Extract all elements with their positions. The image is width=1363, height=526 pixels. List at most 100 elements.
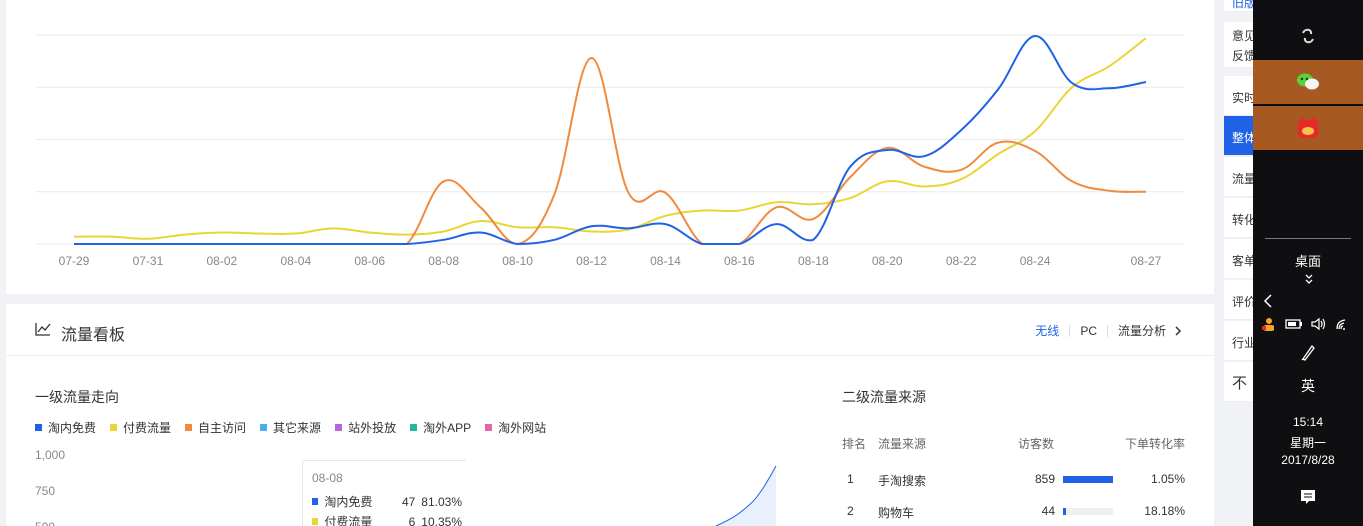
line-chart-icon xyxy=(35,323,51,336)
legend-item[interactable]: 站外投放 xyxy=(335,419,396,436)
series-line xyxy=(74,35,1147,246)
person-alert-icon[interactable] xyxy=(1261,316,1277,332)
tooltip-value: 47 xyxy=(401,494,416,509)
legend-label: 淘外网站 xyxy=(498,421,547,435)
divider xyxy=(1106,324,1108,337)
wireless-tab[interactable]: 无线 xyxy=(1035,324,1060,338)
x-tick-label: 07-31 xyxy=(133,254,164,268)
legend-swatch xyxy=(335,424,343,431)
tooltip-swatch xyxy=(312,518,319,525)
clock-date[interactable]: 2017/8/28 xyxy=(1281,453,1335,467)
x-tick-label: 08-22 xyxy=(946,254,977,268)
legend-item[interactable]: 淘内免费 xyxy=(35,419,96,436)
pen-icon[interactable] xyxy=(1299,343,1317,361)
tooltip-row: 淘内免费 47 81.03% xyxy=(312,493,462,510)
panel-header: 流量看板 无线 PC 流量分析 xyxy=(6,304,1214,356)
traffic-trend-card: 07-29 07-31 08-02 08-04 08-06 08-08 08-10 08-12… xyxy=(6,0,1214,294)
legend-swatch xyxy=(260,424,268,431)
legend-swatch xyxy=(410,424,418,431)
x-tick-label: 08-20 xyxy=(872,254,903,268)
panel-title: 流量看板 xyxy=(61,327,126,344)
chevron-left-icon[interactable] xyxy=(1263,293,1273,309)
side-nav-item[interactable]: 不 xyxy=(1224,362,1253,402)
legend-item[interactable]: 付费流量 xyxy=(110,419,171,436)
clock-time[interactable]: 15:14 xyxy=(1292,415,1324,429)
legend-swatch xyxy=(185,424,193,431)
legend-item[interactable]: 自主访问 xyxy=(185,419,246,436)
side-nav-item[interactable]: 整体 xyxy=(1224,116,1253,156)
level1-legend: 淘内免费 付费流量 自主访问 其它来源 站外投放 淘外APP 淘外网站 xyxy=(35,419,560,436)
side-nav-item[interactable]: 转化 xyxy=(1224,198,1253,238)
side-nav-label: 实时 xyxy=(1232,91,1253,105)
taskbar-app-1[interactable] xyxy=(1253,14,1363,58)
level1-title: 一级流量走向 xyxy=(35,389,119,405)
legend-swatch xyxy=(110,424,118,431)
legend-label: 自主访问 xyxy=(198,421,247,435)
side-nav-item[interactable]: 意见反馈 xyxy=(1224,22,1253,68)
y-tick-label: 750 xyxy=(35,484,56,498)
legend-label: 其它来源 xyxy=(273,421,322,435)
side-nav-label: 行业 xyxy=(1232,336,1253,350)
legend-label: 淘外APP xyxy=(423,421,472,435)
legend-swatch xyxy=(35,424,42,431)
side-nav-label: 评价 xyxy=(1232,295,1253,309)
tooltip-row: 付费流量 6 10.35% xyxy=(312,513,462,526)
side-nav-item[interactable]: 流量 xyxy=(1224,157,1253,197)
tooltip-percent: 10.35% xyxy=(421,514,462,526)
x-tick-label: 08-10 xyxy=(502,254,533,268)
y-tick-label: 500 xyxy=(35,520,55,526)
side-nav-item[interactable]: 旧版 xyxy=(1224,0,1253,12)
ime-indicator[interactable]: 英 xyxy=(1301,378,1315,394)
legend-swatch xyxy=(485,424,493,431)
side-nav-item[interactable]: 评价 xyxy=(1224,280,1253,320)
side-nav-label: 转化 xyxy=(1232,213,1253,227)
tmall-icon xyxy=(1298,116,1318,138)
desktop-label[interactable]: 桌面 xyxy=(1294,254,1321,269)
side-nav-label: 整体 xyxy=(1232,131,1253,145)
double-chevron-down-icon[interactable] xyxy=(1304,273,1314,285)
tooltip-value: 6 xyxy=(408,514,416,526)
y-tick-label: 1,000 xyxy=(35,448,66,462)
traffic-analysis-link[interactable]: 流量分析 xyxy=(1117,324,1166,338)
level1-mini-chart xyxy=(715,465,777,526)
pc-tab[interactable]: PC xyxy=(1080,323,1097,338)
traffic-dashboard-panel: 流量看板 无线 PC 流量分析 一级流量走向 淘内免费 付费流量 自主访问 其它来源站… xyxy=(6,304,1214,526)
tooltip-date: 08-08 xyxy=(312,471,343,485)
legend-item[interactable]: 淘外APP xyxy=(410,419,471,436)
series-line xyxy=(74,56,1147,246)
battery-icon[interactable] xyxy=(1285,317,1303,331)
side-nav-label: 流量 xyxy=(1232,172,1253,186)
cell-conversion: 18.18% xyxy=(1144,504,1185,518)
volume-icon[interactable] xyxy=(1311,317,1327,331)
tooltip-percent: 81.03% xyxy=(421,494,462,509)
taskbar-app-wechat[interactable] xyxy=(1253,60,1363,104)
side-nav-item[interactable]: 行业 xyxy=(1224,321,1253,361)
side-nav-item[interactable]: 客单 xyxy=(1224,239,1253,279)
wifi-icon[interactable] xyxy=(1335,317,1351,331)
x-tick-label: 08-16 xyxy=(724,254,755,268)
tooltip-swatch xyxy=(312,498,319,505)
visitor-share-bar xyxy=(1063,476,1113,483)
chevron-right-icon[interactable] xyxy=(1172,325,1184,337)
taskbar-app-tmall[interactable] xyxy=(1253,106,1363,150)
side-nav-label: 客单 xyxy=(1232,254,1253,268)
level2-title: 二级流量来源 xyxy=(842,389,926,405)
legend-item[interactable]: 淘外网站 xyxy=(485,419,546,436)
clock-weekday[interactable]: 星期一 xyxy=(1289,436,1326,450)
divider xyxy=(1069,324,1071,337)
col-visitors: 访客数 xyxy=(1018,437,1055,451)
col-conversion: 下单转化率 xyxy=(1125,437,1186,451)
chart-tooltip: 08-08 淘内免费 47 81.03% 付费流量 6 10.35% xyxy=(302,460,466,526)
tooltip-series-name: 淘内免费 xyxy=(324,495,373,509)
legend-item[interactable]: 其它来源 xyxy=(260,419,321,436)
x-tick-label: 08-14 xyxy=(650,254,681,268)
x-tick-label: 08-18 xyxy=(798,254,829,268)
legend-label: 淘内免费 xyxy=(48,421,97,435)
taskbar-divider xyxy=(1265,238,1351,239)
notification-icon[interactable] xyxy=(1299,488,1317,506)
side-nav-item[interactable]: 实时 xyxy=(1224,76,1253,116)
visitor-share-bar-track xyxy=(1063,508,1113,515)
tooltip-series-name: 付费流量 xyxy=(324,515,373,526)
x-tick-label: 08-04 xyxy=(280,254,311,268)
cell-source: 购物车 xyxy=(878,506,915,520)
